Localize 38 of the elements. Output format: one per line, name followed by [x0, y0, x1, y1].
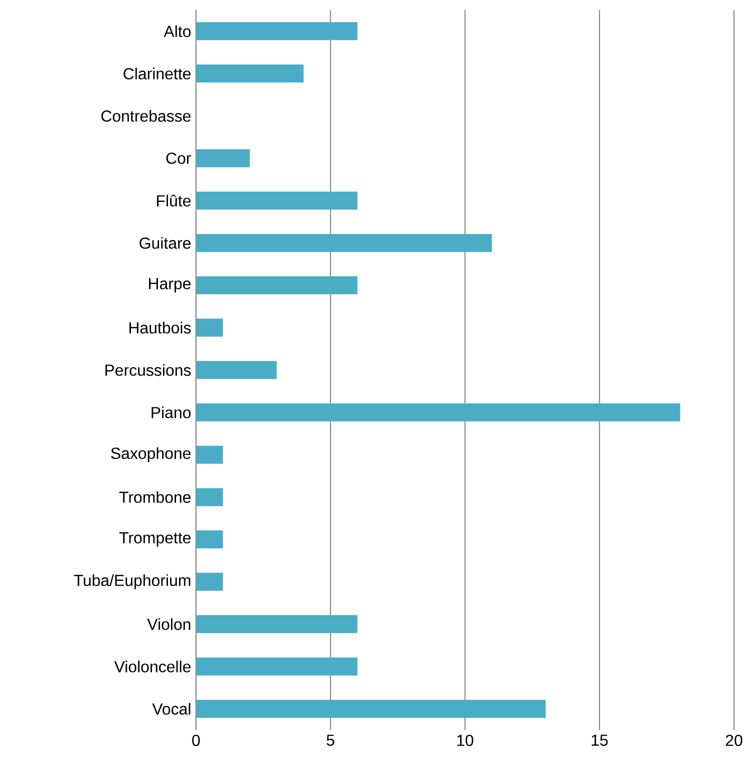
bar	[196, 22, 358, 40]
y-tick-label: Trompette	[119, 532, 191, 547]
bar	[196, 572, 223, 591]
y-tick-label: Contrebasse	[101, 110, 191, 122]
bar	[196, 446, 223, 464]
bar	[196, 64, 304, 83]
x-tick-label: 0	[192, 734, 200, 746]
y-tick-label: Cor	[166, 152, 192, 164]
y-tick-label: Tuba/Euphorium	[74, 574, 190, 590]
x-tick-label: 10	[457, 734, 474, 746]
bar	[196, 488, 223, 506]
bar	[196, 234, 492, 252]
bar	[196, 530, 223, 548]
bar	[196, 276, 358, 294]
y-tick-label: Piano	[152, 406, 191, 418]
bar	[196, 318, 223, 337]
y-tick-label: Harpe	[149, 278, 191, 292]
bar	[196, 361, 277, 380]
y-tick-label: Vocal	[152, 702, 190, 715]
bar	[196, 149, 250, 168]
y-tick-label: Clarinette	[124, 68, 191, 80]
y-tick-label: Alto	[164, 25, 191, 38]
x-tick-label: 5	[326, 734, 334, 746]
y-tick-label: Saxophone	[111, 447, 191, 462]
bar	[196, 192, 358, 210]
bar	[196, 700, 546, 718]
y-tick-label: Hautbois	[129, 322, 191, 334]
y-tick-label: Percussions	[105, 364, 191, 376]
bar	[196, 657, 358, 676]
y-tick-label: Violon	[147, 618, 190, 630]
y-tick-label: Guitare	[140, 237, 191, 249]
y-tick-label: Violoncelle	[114, 660, 191, 672]
x-tick-label: 20	[726, 734, 742, 746]
y-tick-label: Flûte	[157, 194, 191, 206]
bar	[196, 403, 680, 422]
y-tick-label: Trombone	[119, 491, 191, 503]
x-tick-label: 15	[592, 734, 608, 746]
bar	[196, 615, 358, 634]
